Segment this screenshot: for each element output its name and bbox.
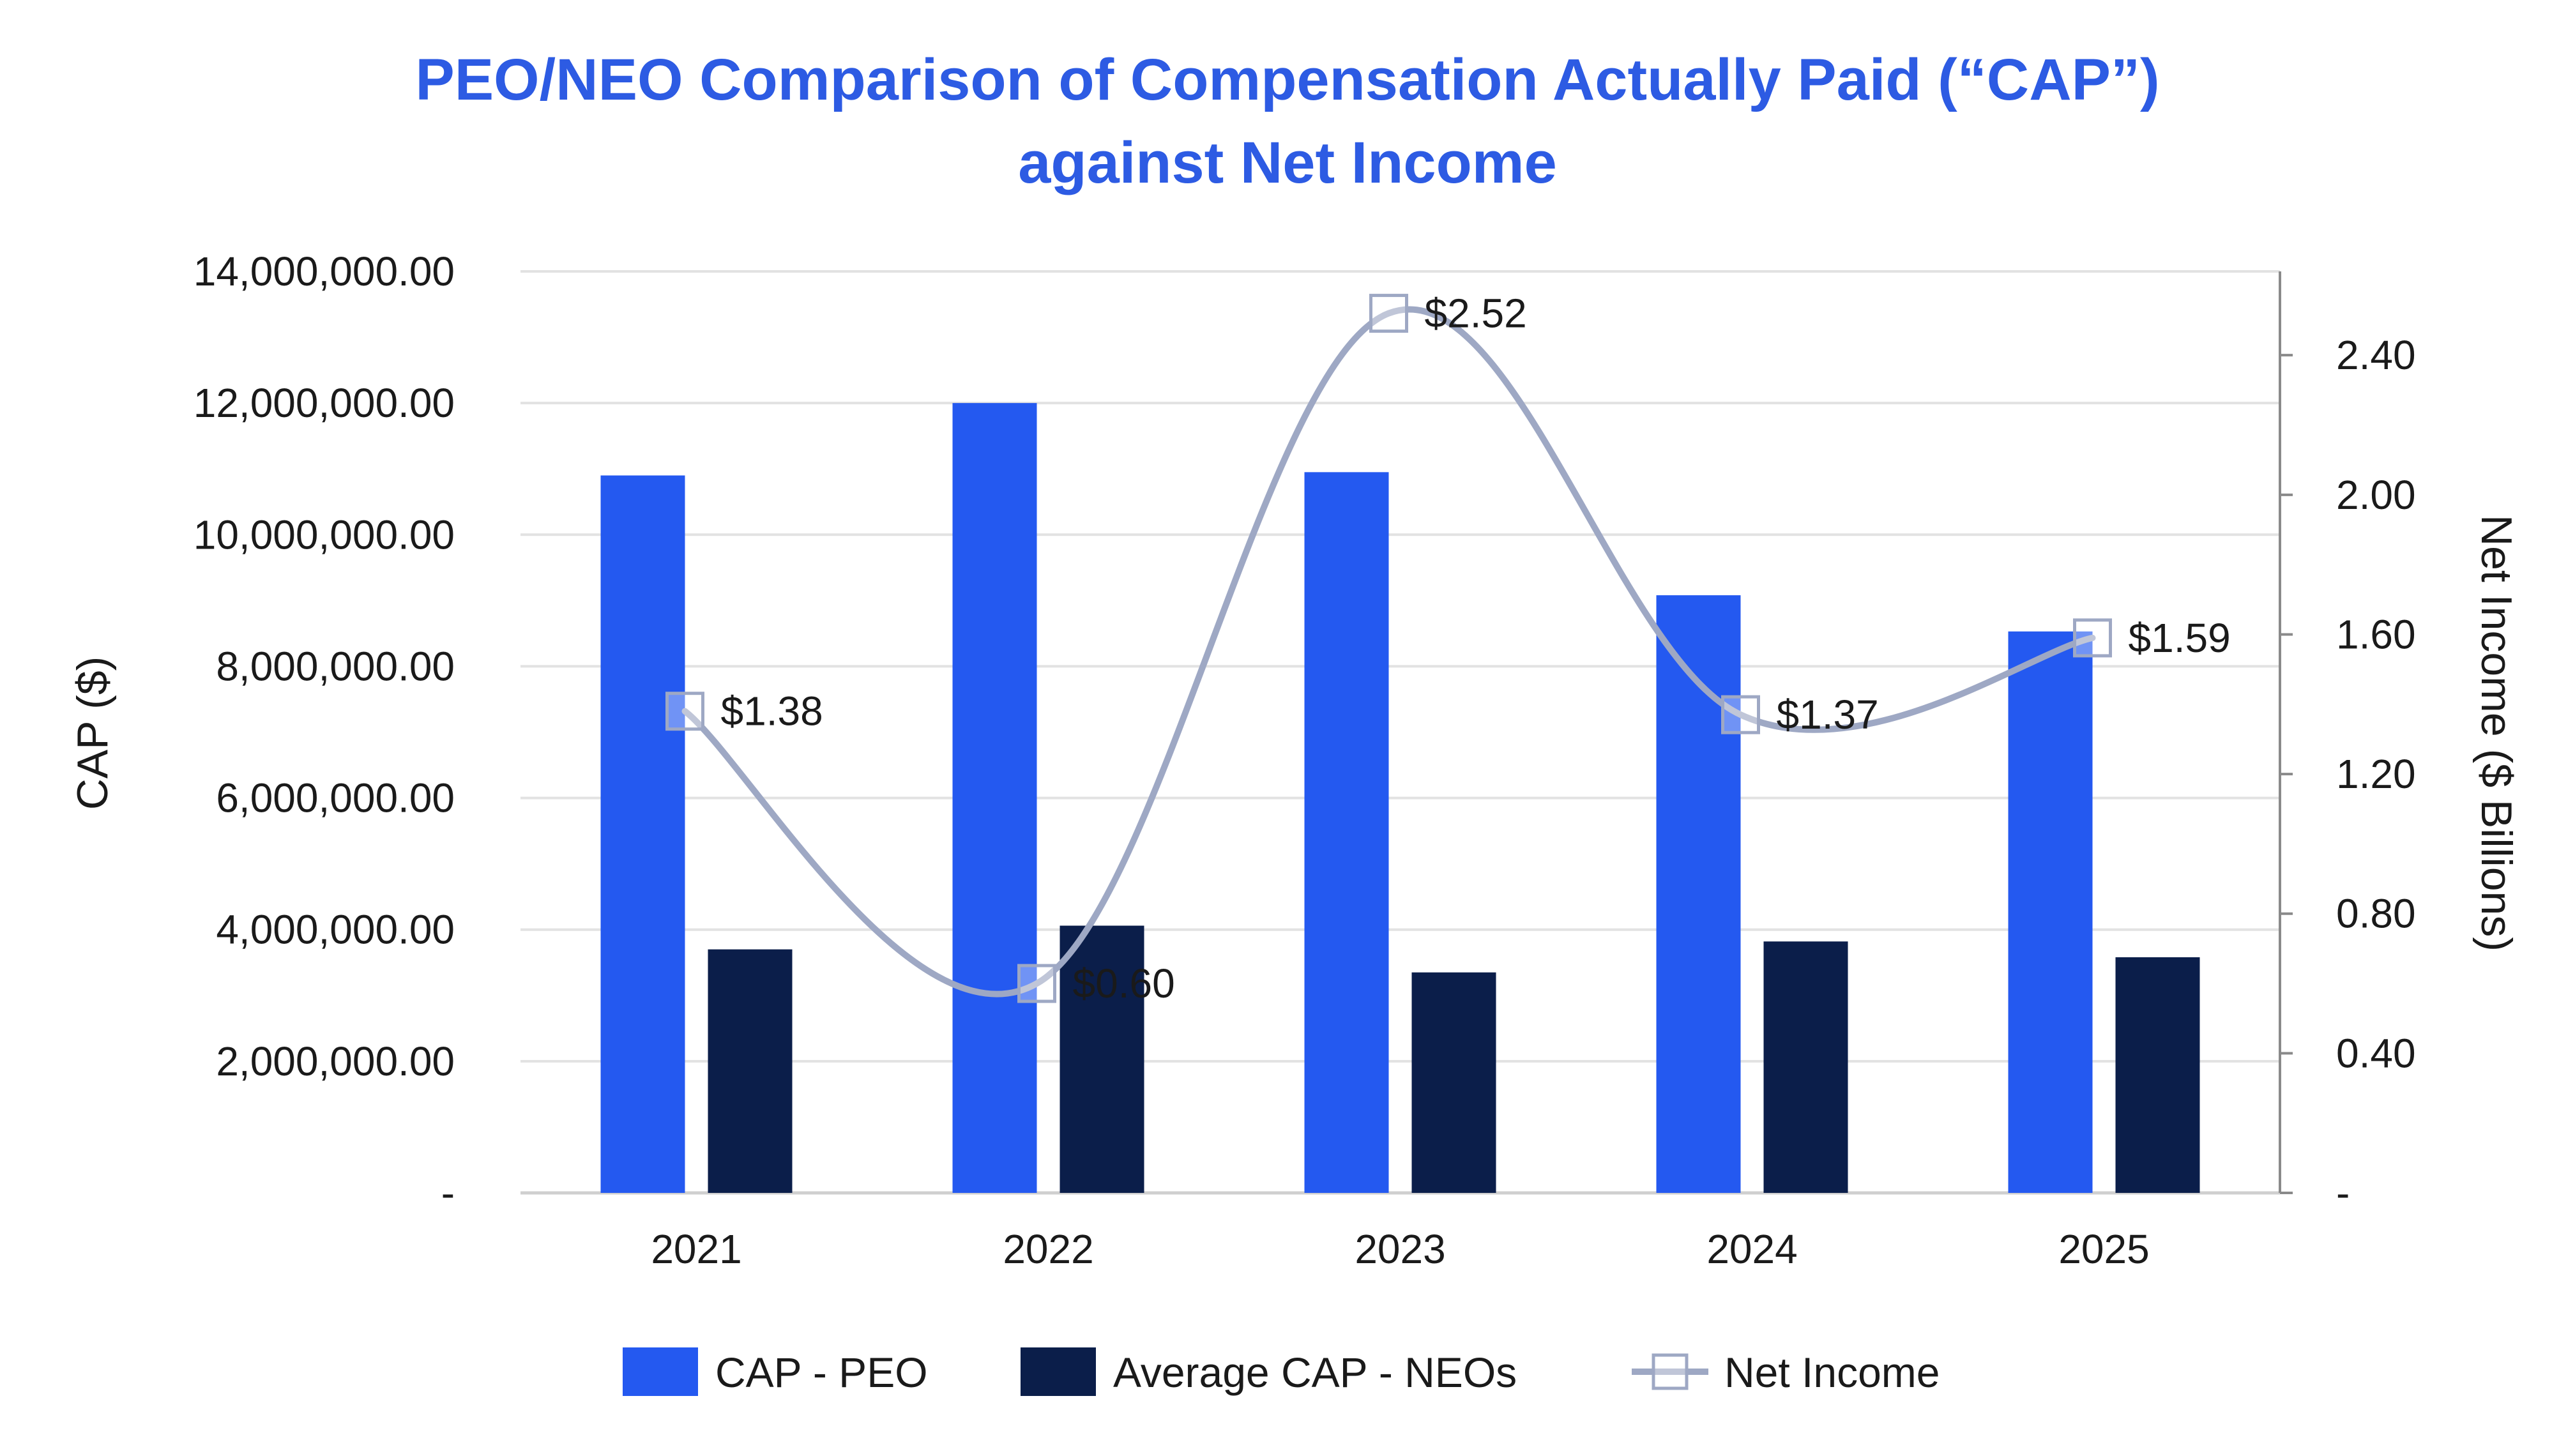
left-axis-title: CAP ($) — [68, 656, 117, 810]
right-tick-label: 0.80 — [2336, 891, 2416, 937]
legend-item: Average CAP - NEOs — [1021, 1347, 1517, 1396]
net-income-marker — [1721, 695, 1760, 734]
left-tick-label: 6,000,000.00 — [216, 775, 455, 821]
bar-cap-peo — [2008, 631, 2093, 1193]
right-axis-title: Net Income ($ Billions) — [2472, 515, 2521, 952]
right-tick-label: 0.40 — [2336, 1030, 2416, 1076]
left-tick-label: - — [441, 1170, 455, 1216]
x-tick-label: 2023 — [1355, 1226, 1445, 1272]
left-tick-label: 10,000,000.00 — [194, 512, 455, 557]
bar-average-cap-neos — [1060, 925, 1144, 1193]
legend: CAP - PEO Average CAP - NEOs Net Income — [623, 1347, 1940, 1396]
net-income-marker — [665, 692, 704, 731]
legend-item: CAP - PEO — [623, 1347, 928, 1396]
net-income-marker — [2073, 618, 2112, 658]
net-income-marker — [1369, 294, 1408, 333]
axes — [2279, 271, 2293, 1194]
right-tick-label: 2.00 — [2336, 472, 2416, 518]
bar-average-cap-neos — [1411, 972, 1496, 1193]
legend-swatch-average-cap-neos — [1021, 1347, 1096, 1396]
chart-title: PEO/NEO Comparison of Compensation Actua… — [415, 47, 2159, 195]
x-tick-label: 2025 — [2058, 1226, 2149, 1272]
right-tick-label: 1.60 — [2336, 611, 2416, 657]
net-income-data-label: $2.52 — [1425, 291, 1527, 337]
right-axis-tick-labels: - 0.40 0.80 1.20 1.60 2.00 2.40 — [2336, 332, 2416, 1216]
net-income-line-layer — [665, 294, 2112, 1003]
bars — [600, 403, 2200, 1194]
left-axis-tick-labels: - 2,000,000.00 4,000,000.00 6,000,000.00 8,0… — [194, 248, 455, 1216]
net-income-line — [681, 306, 2096, 997]
x-tick-label: 2024 — [1706, 1226, 1797, 1272]
net-income-data-label: $0.60 — [1073, 960, 1175, 1006]
net-income-data-label: $1.38 — [721, 688, 823, 734]
left-tick-label: 12,000,000.00 — [194, 380, 455, 426]
legend-item: Net Income — [1632, 1349, 1940, 1396]
net-income-data-label: $1.59 — [2129, 615, 2231, 661]
right-tick-label: - — [2336, 1170, 2350, 1216]
bar-cap-peo — [952, 403, 1037, 1194]
bar-average-cap-neos — [2115, 957, 2200, 1193]
right-tick-label: 2.40 — [2336, 332, 2416, 378]
bar-cap-peo — [600, 475, 685, 1193]
x-axis-tick-labels: 2021 2022 2023 2024 2025 — [651, 1226, 2149, 1272]
gridlines — [520, 270, 2280, 1195]
legend-label: Net Income — [1724, 1349, 1940, 1396]
legend-swatch-cap-peo — [623, 1347, 698, 1396]
net-income-marker — [1017, 964, 1056, 1003]
bar-average-cap-neos — [708, 949, 793, 1193]
net-income-data-label: $1.37 — [1777, 692, 1879, 738]
chart-title-line-1: PEO/NEO Comparison of Compensation Actua… — [415, 47, 2159, 112]
legend-label: CAP - PEO — [715, 1349, 928, 1396]
bar-cap-peo — [1656, 595, 1741, 1193]
left-tick-label: 4,000,000.00 — [216, 907, 455, 953]
right-tick-label: 1.20 — [2336, 751, 2416, 797]
legend-label: Average CAP - NEOs — [1113, 1349, 1517, 1396]
left-tick-label: 2,000,000.00 — [216, 1038, 455, 1084]
bar-cap-peo — [1304, 472, 1389, 1193]
bar-average-cap-neos — [1763, 941, 1848, 1193]
left-tick-label: 14,000,000.00 — [194, 248, 455, 294]
chart-title-line-2: against Net Income — [1018, 130, 1557, 195]
x-tick-label: 2021 — [651, 1226, 741, 1272]
data-labels: $1.38 $0.60 $2.52 $1.37 $1.59 — [721, 291, 2231, 1006]
legend-swatch-net-income-marker — [1652, 1353, 1689, 1390]
x-tick-label: 2022 — [1003, 1226, 1093, 1272]
left-tick-label: 8,000,000.00 — [216, 643, 455, 689]
